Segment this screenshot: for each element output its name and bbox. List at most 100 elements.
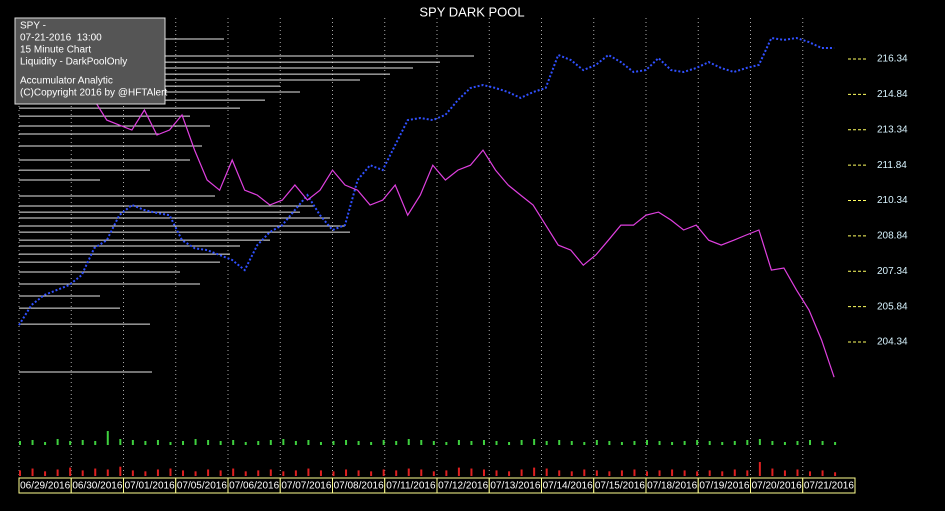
volume-bar <box>821 441 824 445</box>
volume-bar <box>482 469 485 476</box>
volume-bar <box>445 442 448 445</box>
volume-bar <box>646 471 648 476</box>
volume-bar <box>733 469 736 476</box>
volume-bar <box>758 439 761 445</box>
volume-bar <box>495 470 498 476</box>
info-line: 07-21-2016 13:00 <box>20 33 102 44</box>
volume-bar <box>457 467 460 476</box>
volume-bar <box>508 471 511 476</box>
volume-bar <box>207 440 210 445</box>
volume-bar <box>232 440 235 445</box>
volume-bar <box>620 470 623 476</box>
y-tick-label: 214.84 <box>877 89 908 100</box>
volume-bar <box>307 468 310 476</box>
x-tick-label: 07/20/2016 <box>752 481 802 492</box>
x-tick-label: 07/07/2016 <box>281 481 331 492</box>
volume-bar <box>194 471 197 476</box>
volume-bar <box>382 469 385 476</box>
x-tick-label: 07/05/2016 <box>177 481 227 492</box>
volume-bar <box>834 472 837 476</box>
volume-bar <box>420 440 423 445</box>
volume-bar <box>94 468 97 476</box>
volume-bar <box>721 442 724 445</box>
volume-bar <box>56 439 59 445</box>
volume-bar <box>131 470 134 476</box>
y-tick-label: 204.34 <box>877 337 908 348</box>
volume-bar <box>56 469 59 476</box>
volume-bar <box>696 471 699 476</box>
volume-bar <box>144 471 147 476</box>
volume-bar <box>269 440 272 445</box>
x-tick-label: 07/15/2016 <box>595 481 645 492</box>
volume-bar <box>545 441 548 445</box>
volume-bar <box>683 470 686 476</box>
volume-bar <box>533 467 536 476</box>
volume-bar <box>558 440 561 445</box>
volume-bar <box>395 470 398 476</box>
volume-bar <box>269 469 272 476</box>
volume-bar <box>809 471 812 476</box>
volume-bar <box>106 431 109 445</box>
volume-bar <box>570 471 573 476</box>
volume-bar <box>445 470 448 476</box>
volume-bar <box>796 469 799 476</box>
x-tick-label: 07/21/2016 <box>804 481 854 492</box>
volume-bar <box>19 470 21 476</box>
x-tick-label: 07/18/2016 <box>647 481 697 492</box>
volume-bar <box>282 439 285 445</box>
volume-bar <box>520 469 523 476</box>
volume-bar <box>671 469 674 476</box>
y-tick-label: 211.84 <box>877 160 907 171</box>
x-tick-label: 06/29/2016 <box>20 481 70 492</box>
y-tick-label: 205.84 <box>877 301 908 312</box>
volume-bar <box>508 442 511 445</box>
volume-bar <box>69 467 72 476</box>
x-tick-box <box>802 477 856 494</box>
volume-bar <box>407 468 410 476</box>
volume-bar <box>520 440 523 445</box>
volume-bar <box>746 440 749 445</box>
series-line <box>18 36 835 326</box>
volume-bar <box>194 439 197 445</box>
volume-bar <box>633 469 636 476</box>
y-tick-label: 216.34 <box>877 54 908 65</box>
volume-bar <box>834 442 837 445</box>
volume-bar <box>345 440 348 445</box>
volume-bar <box>646 440 648 445</box>
volume-bar <box>457 440 460 445</box>
volume-bar <box>332 471 335 476</box>
volume-bar <box>721 471 724 476</box>
volume-bar <box>219 470 222 476</box>
volume-bar <box>771 468 774 476</box>
volume-bar <box>182 470 185 476</box>
volume-bar <box>282 471 285 476</box>
volume-bar <box>495 441 498 445</box>
volume-bar <box>733 441 736 445</box>
volume-bar <box>81 440 84 445</box>
y-tick-label: 213.34 <box>877 124 908 135</box>
volume-bar <box>345 469 348 476</box>
volume-bar <box>169 468 172 476</box>
volume-bar <box>119 466 122 476</box>
volume-bar <box>244 471 247 476</box>
volume-bar <box>595 470 598 476</box>
volume-bar <box>570 441 573 445</box>
volume-bar <box>708 441 711 445</box>
volume-bar <box>182 441 185 445</box>
x-tick-label: 07/19/2016 <box>699 481 749 492</box>
volume-bar <box>420 469 423 476</box>
volume-bar <box>31 468 34 476</box>
volume-bar <box>44 471 47 476</box>
volume-bar <box>156 440 159 445</box>
volume-bar <box>683 441 686 445</box>
x-tick-label: 07/11/2016 <box>386 481 436 492</box>
volume-bar <box>19 441 21 445</box>
volume-bar <box>207 469 210 476</box>
plot-area: 06/29/2016 06/30/2016 07/01/2016 07/05/2016… <box>18 18 908 494</box>
volume-bar <box>658 441 661 445</box>
x-tick-label: 07/12/2016 <box>438 481 488 492</box>
volume-bar <box>294 441 297 445</box>
volume-bar <box>558 470 561 476</box>
